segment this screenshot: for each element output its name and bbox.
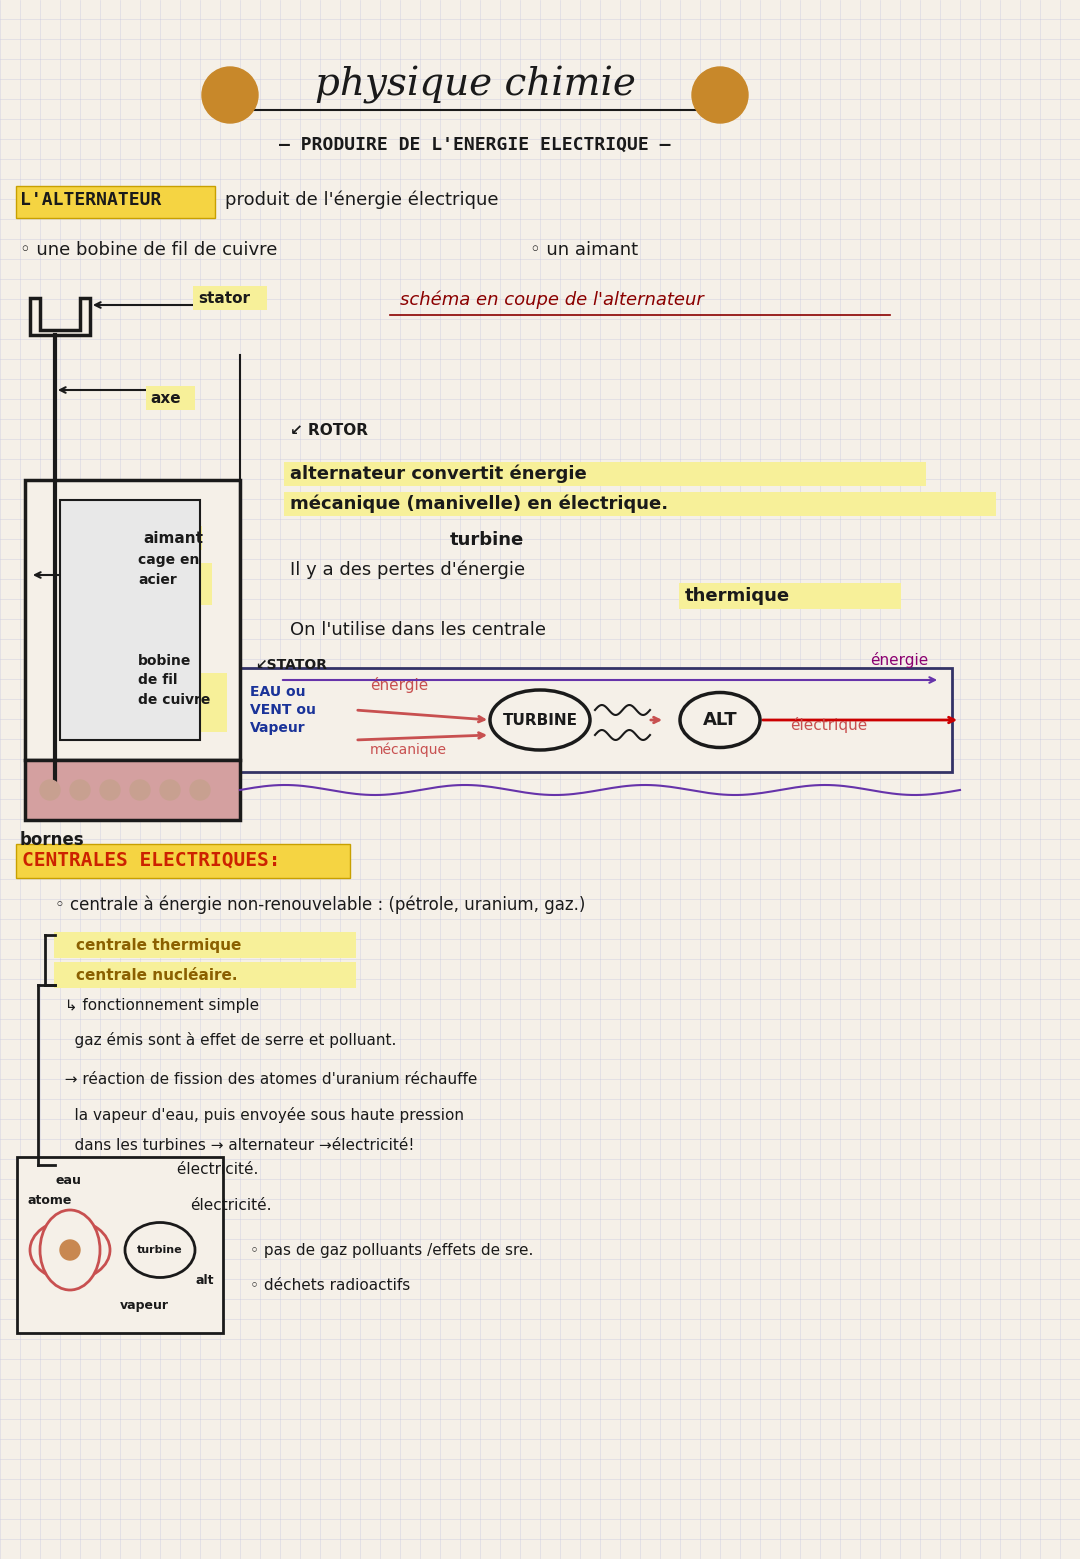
- Text: énergie: énergie: [870, 652, 928, 667]
- FancyBboxPatch shape: [138, 525, 202, 550]
- Text: électrique: électrique: [789, 717, 867, 733]
- Text: ↙STATOR: ↙STATOR: [255, 658, 327, 672]
- FancyBboxPatch shape: [16, 843, 350, 878]
- Text: électricité.: électricité.: [190, 1197, 271, 1213]
- Circle shape: [692, 67, 748, 123]
- Text: aimant: aimant: [143, 530, 203, 546]
- FancyBboxPatch shape: [54, 932, 356, 957]
- Text: eau: eau: [55, 1174, 81, 1186]
- FancyBboxPatch shape: [146, 387, 195, 410]
- Text: On l'utilise dans les centrale: On l'utilise dans les centrale: [291, 620, 546, 639]
- Ellipse shape: [490, 691, 590, 750]
- Text: L'ALTERNATEUR: L'ALTERNATEUR: [21, 192, 161, 209]
- Text: la vapeur d'eau, puis envoyée sous haute pression: la vapeur d'eau, puis envoyée sous haute…: [55, 1107, 464, 1122]
- Text: — PRODUIRE DE L'ENERGIE ELECTRIQUE —: — PRODUIRE DE L'ENERGIE ELECTRIQUE —: [280, 136, 671, 154]
- Text: turbine: turbine: [137, 1246, 183, 1255]
- Text: ↙ ROTOR: ↙ ROTOR: [291, 422, 368, 438]
- Polygon shape: [25, 759, 240, 820]
- Text: ◦ pas de gaz polluants /effets de sre.: ◦ pas de gaz polluants /effets de sre.: [249, 1243, 534, 1258]
- FancyBboxPatch shape: [133, 673, 227, 733]
- FancyBboxPatch shape: [284, 461, 926, 486]
- Text: cage en
acier: cage en acier: [138, 553, 200, 586]
- FancyBboxPatch shape: [193, 285, 267, 310]
- Text: électricité.: électricité.: [55, 1163, 258, 1177]
- Circle shape: [40, 780, 60, 800]
- Polygon shape: [25, 480, 240, 759]
- Circle shape: [190, 780, 210, 800]
- FancyBboxPatch shape: [133, 563, 212, 605]
- Polygon shape: [60, 500, 200, 741]
- Text: mécanique (manivelle) en électrique.: mécanique (manivelle) en électrique.: [291, 494, 669, 513]
- Text: ◦ une bobine de fil de cuivre: ◦ une bobine de fil de cuivre: [21, 242, 278, 259]
- Circle shape: [100, 780, 120, 800]
- Text: vapeur: vapeur: [120, 1299, 168, 1311]
- Text: atome: atome: [28, 1194, 72, 1207]
- FancyBboxPatch shape: [17, 1157, 222, 1333]
- Text: gaz émis sont à effet de serre et polluant.: gaz émis sont à effet de serre et pollua…: [55, 1032, 396, 1048]
- Circle shape: [60, 1239, 80, 1260]
- Circle shape: [130, 780, 150, 800]
- Text: dans les turbines → alternateur →électricité!: dans les turbines → alternateur →électri…: [55, 1138, 415, 1152]
- Text: ALT: ALT: [703, 711, 738, 730]
- Text: physique chimie: physique chimie: [314, 65, 635, 104]
- Text: CENTRALES ELECTRIQUES:: CENTRALES ELECTRIQUES:: [22, 851, 281, 870]
- Text: TURBINE: TURBINE: [502, 712, 578, 728]
- Text: ◦ déchets radioactifs: ◦ déchets radioactifs: [249, 1277, 410, 1292]
- Text: alternateur convertit énergie: alternateur convertit énergie: [291, 465, 586, 483]
- FancyBboxPatch shape: [54, 962, 356, 988]
- Ellipse shape: [680, 692, 760, 747]
- Ellipse shape: [30, 1221, 110, 1280]
- Text: ◦ un aimant: ◦ un aimant: [530, 242, 638, 259]
- Ellipse shape: [40, 1210, 100, 1289]
- Text: stator: stator: [198, 290, 249, 306]
- Ellipse shape: [125, 1222, 195, 1277]
- FancyBboxPatch shape: [679, 583, 901, 610]
- Text: centrale nucléaire.: centrale nucléaire.: [55, 968, 238, 982]
- FancyBboxPatch shape: [228, 667, 951, 772]
- Text: schéma en coupe de l'alternateur: schéma en coupe de l'alternateur: [400, 290, 704, 309]
- Text: produit de l'énergie électrique: produit de l'énergie électrique: [225, 190, 499, 209]
- Text: Il y a des pertes d'énergie: Il y a des pertes d'énergie: [291, 561, 525, 580]
- FancyBboxPatch shape: [284, 493, 996, 516]
- Text: énergie: énergie: [370, 677, 429, 694]
- Text: turbine: turbine: [450, 532, 524, 549]
- Text: → réaction de fission des atomes d'uranium réchauffe: → réaction de fission des atomes d'urani…: [55, 1073, 477, 1088]
- FancyBboxPatch shape: [16, 186, 215, 218]
- Text: mécanique: mécanique: [370, 742, 447, 758]
- Text: thermique: thermique: [685, 588, 791, 605]
- Circle shape: [202, 67, 258, 123]
- Text: bobine
de fil
de cuivre: bobine de fil de cuivre: [138, 653, 211, 706]
- Text: centrale thermique: centrale thermique: [55, 937, 241, 953]
- Text: alt: alt: [195, 1274, 214, 1286]
- Circle shape: [160, 780, 180, 800]
- Text: EAU ou
VENT ou
Vapeur: EAU ou VENT ou Vapeur: [249, 684, 315, 736]
- Polygon shape: [30, 298, 90, 335]
- Circle shape: [70, 780, 90, 800]
- Text: axe: axe: [150, 390, 180, 405]
- Text: ◦ centrale à énergie non-renouvelable : (pétrole, uranium, gaz.): ◦ centrale à énergie non-renouvelable : …: [55, 896, 585, 914]
- Text: ↳ fonctionnement simple: ↳ fonctionnement simple: [55, 998, 259, 1012]
- Text: bornes: bornes: [21, 831, 84, 850]
